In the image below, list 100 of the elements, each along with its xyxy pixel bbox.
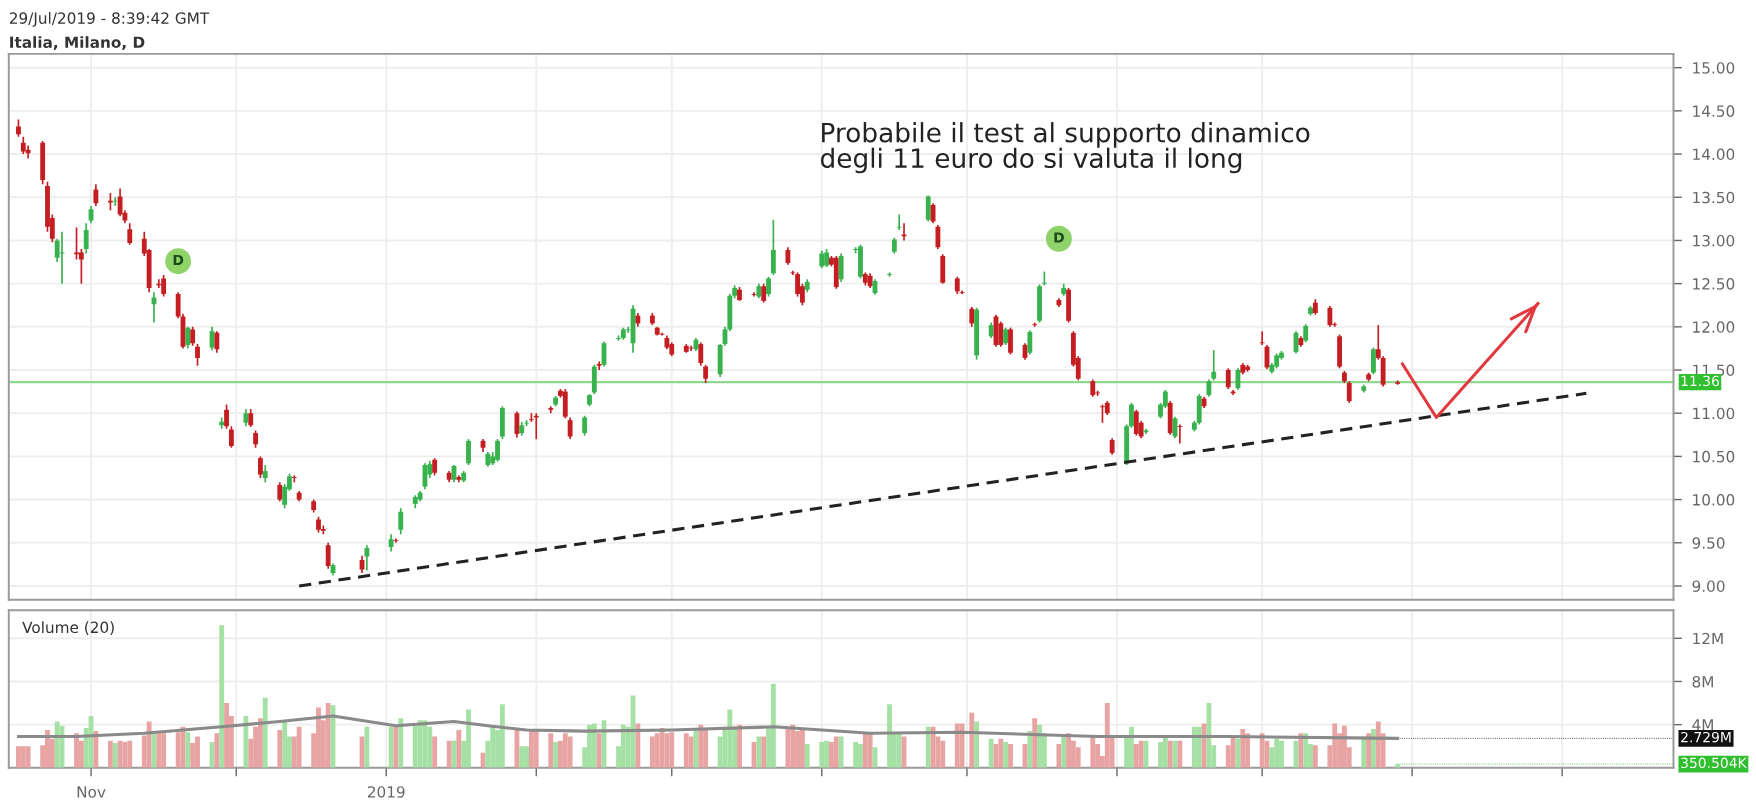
- candlestick: [824, 248, 830, 269]
- bar: [1371, 728, 1376, 768]
- bar: [1269, 747, 1275, 768]
- bar: [727, 709, 733, 768]
- bar: [1061, 736, 1067, 768]
- bar: [185, 732, 191, 768]
- bar: [558, 740, 563, 768]
- bar: [499, 704, 505, 768]
- bar: [214, 733, 220, 768]
- bar: [1225, 745, 1231, 768]
- candlestick: [596, 360, 602, 371]
- bar: [16, 746, 21, 768]
- bar: [853, 741, 859, 768]
- bar: [940, 740, 946, 768]
- candlestick: [901, 222, 907, 242]
- bar: [432, 736, 438, 768]
- bar: [156, 733, 162, 768]
- bar: [649, 736, 655, 768]
- bar: [1090, 736, 1096, 768]
- bar: [683, 733, 689, 768]
- bar: [456, 730, 462, 768]
- bar: [1129, 726, 1134, 768]
- bar: [703, 730, 709, 768]
- bar: [799, 730, 805, 768]
- bar: [412, 723, 418, 768]
- bar: [316, 707, 321, 768]
- bar: [364, 726, 370, 768]
- candlestick: [1133, 408, 1139, 437]
- candlestick: [1259, 330, 1265, 346]
- bar: [737, 724, 742, 768]
- bar: [524, 746, 529, 768]
- bar: [688, 736, 694, 768]
- bar: [466, 709, 471, 768]
- bar: [107, 740, 113, 768]
- bar: [175, 732, 181, 768]
- candlestick: [83, 222, 89, 255]
- candlestick: [582, 414, 588, 437]
- bar: [1075, 747, 1081, 768]
- bar: [867, 733, 873, 768]
- candlestick: [838, 252, 844, 283]
- bar: [1196, 726, 1202, 768]
- bar: [1245, 733, 1251, 768]
- candlestick: [320, 524, 326, 535]
- line-series: [16, 714, 1400, 740]
- candlestick: [466, 438, 471, 466]
- bar: [1177, 740, 1183, 768]
- bar: [698, 724, 704, 768]
- candlestick: [499, 405, 505, 440]
- candlestick: [766, 275, 771, 298]
- candlestick: [998, 320, 1004, 348]
- bar: [1003, 741, 1009, 768]
- bar: [1070, 740, 1076, 768]
- candlestick: [161, 274, 167, 298]
- bar: [529, 730, 534, 768]
- bar: [243, 716, 249, 768]
- candlestick: [495, 438, 500, 463]
- candlestick: [833, 255, 839, 290]
- candlestick: [562, 388, 568, 420]
- bar: [296, 726, 302, 768]
- bar: [49, 738, 55, 768]
- candlestick: [1037, 283, 1042, 324]
- candlestick: [1066, 287, 1071, 324]
- candlestick: [185, 325, 191, 350]
- candlestick: [940, 253, 946, 285]
- candlestick: [214, 330, 220, 354]
- bar: [1056, 744, 1062, 768]
- bar: [282, 721, 288, 768]
- bar: [78, 740, 84, 768]
- candlestick: [1167, 400, 1173, 436]
- bar: [262, 697, 268, 768]
- bar: [54, 721, 60, 768]
- candlestick: [277, 481, 283, 503]
- annotation: Probabile il test al supporto dinamico degli 11 euro do si valuta il long: [820, 122, 1310, 174]
- bar: [1230, 736, 1236, 768]
- candlestick: [117, 187, 123, 218]
- bar: [669, 732, 675, 768]
- bar: [833, 736, 839, 768]
- bar: [591, 723, 597, 768]
- bar: [277, 730, 283, 768]
- bar: [45, 730, 50, 768]
- bar: [190, 743, 196, 768]
- bar: [988, 738, 994, 768]
- bar: [1191, 726, 1197, 768]
- bar: [974, 721, 980, 768]
- bar: [896, 733, 902, 768]
- candlestick: [761, 282, 767, 304]
- candlestick: [228, 425, 234, 449]
- bar: [1158, 741, 1163, 768]
- candlestick: [533, 412, 539, 440]
- bar: [1332, 723, 1338, 768]
- bar: [596, 733, 602, 768]
- candlestick: [858, 243, 863, 280]
- candlestick: [969, 306, 975, 328]
- bar: [1206, 703, 1212, 768]
- bar: [1008, 744, 1013, 768]
- bar: [925, 726, 931, 768]
- candlestick: [364, 544, 370, 572]
- bar: [587, 724, 592, 768]
- bar: [1104, 703, 1110, 768]
- bar: [446, 740, 452, 768]
